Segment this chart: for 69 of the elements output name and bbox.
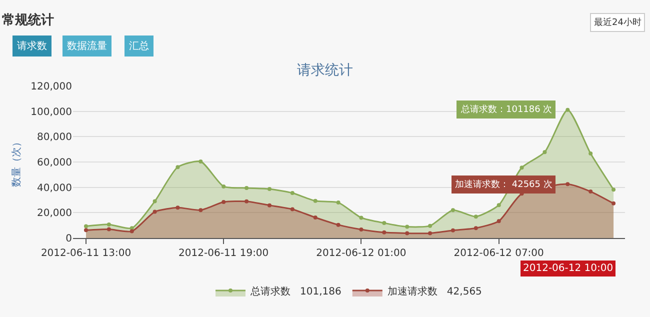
y-tick-label: 20,000 <box>37 208 72 220</box>
x-tick-label: 2012-06-11 19:00 <box>178 248 269 259</box>
point <box>566 108 570 112</box>
annotation: 加速请求数： 42565 次 <box>455 179 552 190</box>
point <box>382 221 386 226</box>
point <box>290 191 294 196</box>
point <box>198 208 203 212</box>
point <box>474 226 478 230</box>
point <box>290 207 294 212</box>
point <box>612 188 616 192</box>
point <box>267 186 272 191</box>
point <box>313 215 318 220</box>
text: 最近24小时 <box>594 17 642 28</box>
point <box>106 227 111 232</box>
point <box>267 203 272 208</box>
point <box>450 228 455 232</box>
point <box>405 224 410 229</box>
point <box>244 186 249 190</box>
point <box>84 228 88 232</box>
point <box>428 224 432 228</box>
point <box>588 152 593 156</box>
text: 汇总 <box>129 40 149 52</box>
point <box>588 190 593 194</box>
y-axis-title: 数量（次） <box>12 137 23 187</box>
y-tick-label: 100,000 <box>30 106 72 118</box>
point <box>313 198 318 203</box>
point <box>244 199 249 204</box>
point <box>496 219 501 224</box>
text: 数据流量 <box>67 40 107 52</box>
y-tick-label: 40,000 <box>37 182 72 194</box>
point <box>496 203 501 208</box>
point <box>176 206 180 210</box>
point <box>222 200 226 204</box>
point <box>612 201 616 206</box>
point <box>542 150 547 154</box>
point <box>520 166 524 170</box>
point <box>428 231 432 236</box>
legend-label: 总请求数 101,186 <box>250 285 342 298</box>
point <box>152 210 157 214</box>
legend-label: 加速请求数 42,565 <box>387 285 482 298</box>
point <box>336 222 340 227</box>
point <box>106 222 111 226</box>
y-tick-label: 60,000 <box>37 158 72 168</box>
point <box>198 159 203 164</box>
x-tick-label: 2012-06-11 13:00 <box>40 248 132 259</box>
point <box>152 199 157 204</box>
chart-title: 请求统计 <box>297 62 353 79</box>
point <box>566 182 570 186</box>
point <box>130 226 134 230</box>
point <box>336 200 340 205</box>
annotation: 总请求数：101186 次 <box>460 104 552 115</box>
y-tick-label: 120,000 <box>30 82 72 92</box>
text: 常规统计 <box>2 12 54 28</box>
point <box>382 230 386 234</box>
point <box>222 184 226 188</box>
x-tick-label: 2012-06-12 07:00 <box>454 248 544 259</box>
point <box>130 229 134 234</box>
point <box>84 224 88 228</box>
point <box>474 214 478 219</box>
point <box>359 228 364 232</box>
y-tick-label: 80,000 <box>37 132 72 144</box>
point <box>450 208 455 212</box>
annotation: 2012-06-12 10:00 <box>523 263 614 274</box>
point <box>405 231 410 236</box>
x-tick-label: 2012-06-12 01:00 <box>316 248 406 259</box>
point <box>176 165 180 170</box>
point <box>359 216 364 220</box>
text: 请求数 <box>17 40 47 52</box>
y-tick-label: 0 <box>66 234 72 244</box>
